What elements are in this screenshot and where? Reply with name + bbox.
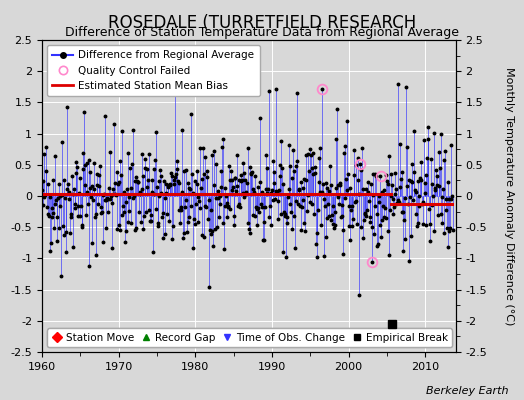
Y-axis label: Monthly Temperature Anomaly Difference (°C): Monthly Temperature Anomaly Difference (… <box>504 67 514 325</box>
Text: Difference of Station Temperature Data from Regional Average: Difference of Station Temperature Data f… <box>65 26 459 39</box>
Legend: Station Move, Record Gap, Time of Obs. Change, Empirical Break: Station Move, Record Gap, Time of Obs. C… <box>47 328 452 347</box>
Text: Berkeley Earth: Berkeley Earth <box>426 386 508 396</box>
Text: ROSEDALE (TURRETFIELD RESEARCH: ROSEDALE (TURRETFIELD RESEARCH <box>108 14 416 32</box>
